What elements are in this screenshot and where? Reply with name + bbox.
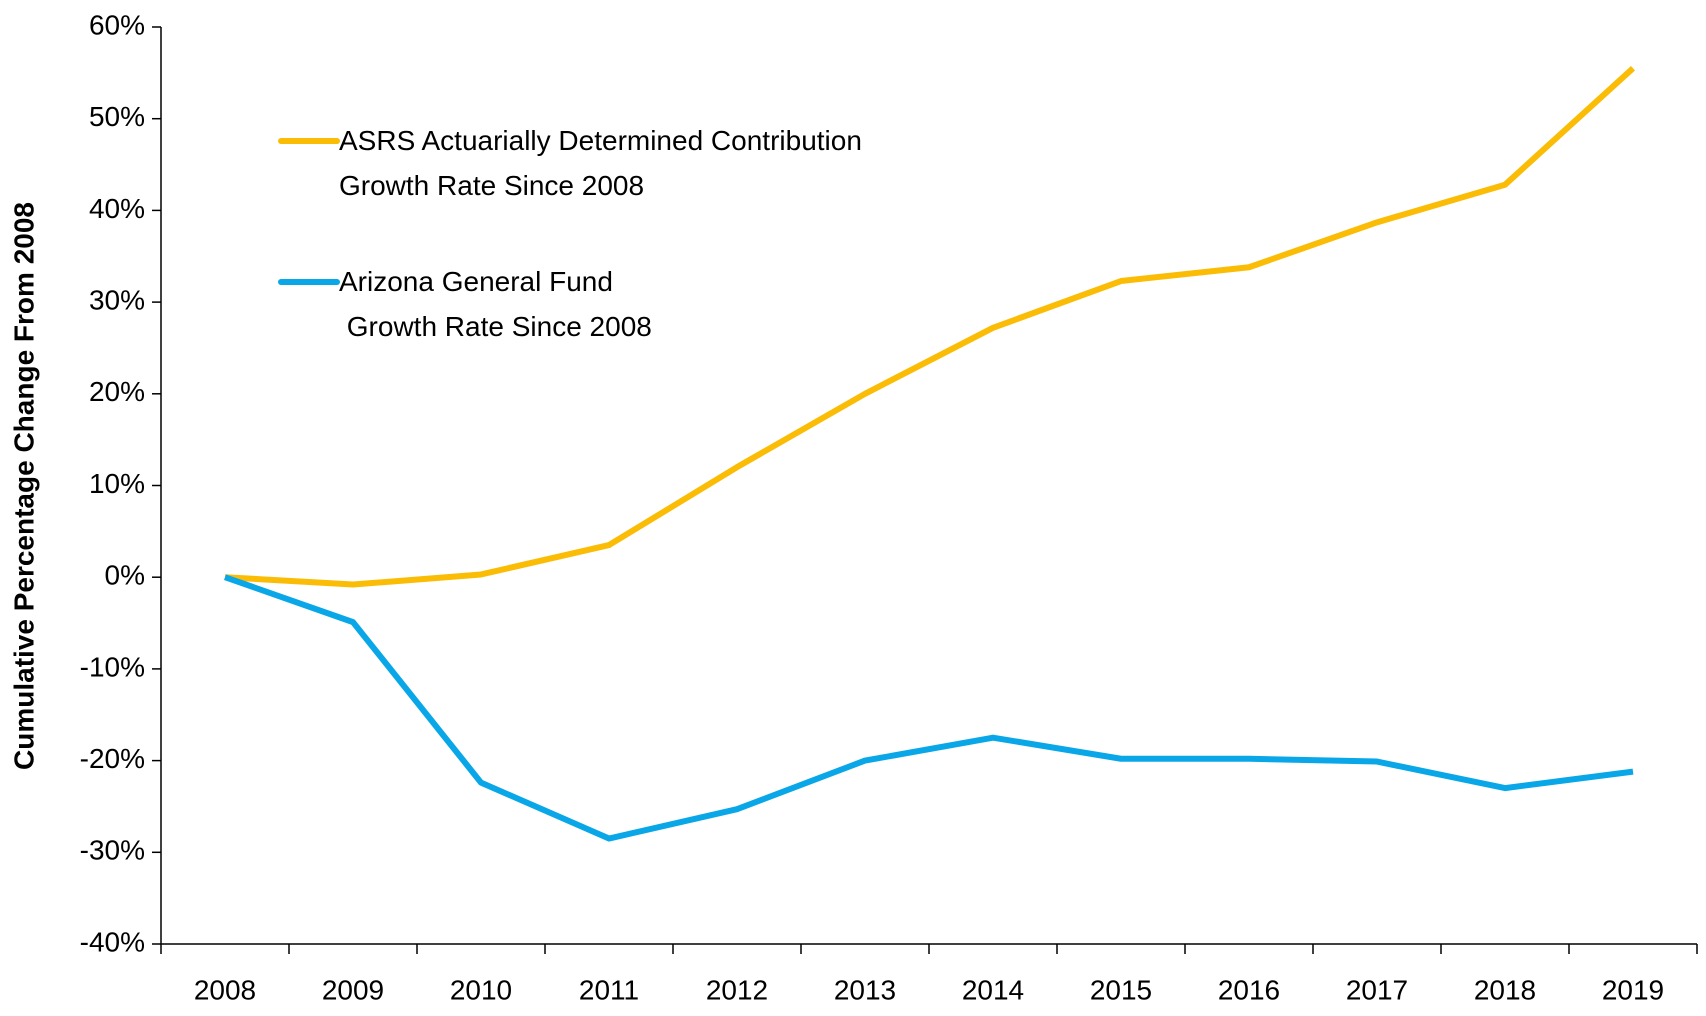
y-tick-label: 50%: [89, 101, 145, 132]
x-tick-label: 2011: [579, 974, 639, 1005]
x-tick-label: 2014: [962, 974, 1024, 1005]
x-tick-label: 2016: [1218, 974, 1280, 1005]
y-tick-label: 0%: [105, 560, 145, 591]
x-tick-label: 2009: [322, 974, 384, 1005]
x-tick-label: 2018: [1474, 974, 1536, 1005]
legend-label: ASRS Actuarially Determined Contribution…: [339, 125, 862, 201]
y-tick-label: 40%: [89, 193, 145, 224]
x-tick-label: 2008: [194, 974, 256, 1005]
y-tick-label: -40%: [80, 926, 145, 957]
y-tick-label: -30%: [80, 835, 145, 866]
x-tick-label: 2015: [1090, 974, 1152, 1005]
y-tick-label: 10%: [89, 468, 145, 499]
y-tick-label: 30%: [89, 284, 145, 315]
y-tick-label: -10%: [80, 651, 145, 682]
x-tick-label: 2019: [1602, 974, 1664, 1005]
y-tick-label: 60%: [89, 9, 145, 40]
x-tick-label: 2013: [834, 974, 896, 1005]
x-tick-label: 2010: [450, 974, 512, 1005]
series-line: [224, 574, 1634, 842]
y-tick-label: 20%: [89, 376, 145, 407]
series-line: [224, 66, 1636, 588]
y-axis-label: Cumulative Percentage Change From 2008: [8, 202, 39, 770]
x-tick-label: 2012: [706, 974, 768, 1005]
legend-label: Arizona General Fund Growth Rate Since 2…: [339, 266, 652, 342]
y-tick-label: -20%: [80, 743, 145, 774]
x-tick-label: 2017: [1346, 974, 1408, 1005]
